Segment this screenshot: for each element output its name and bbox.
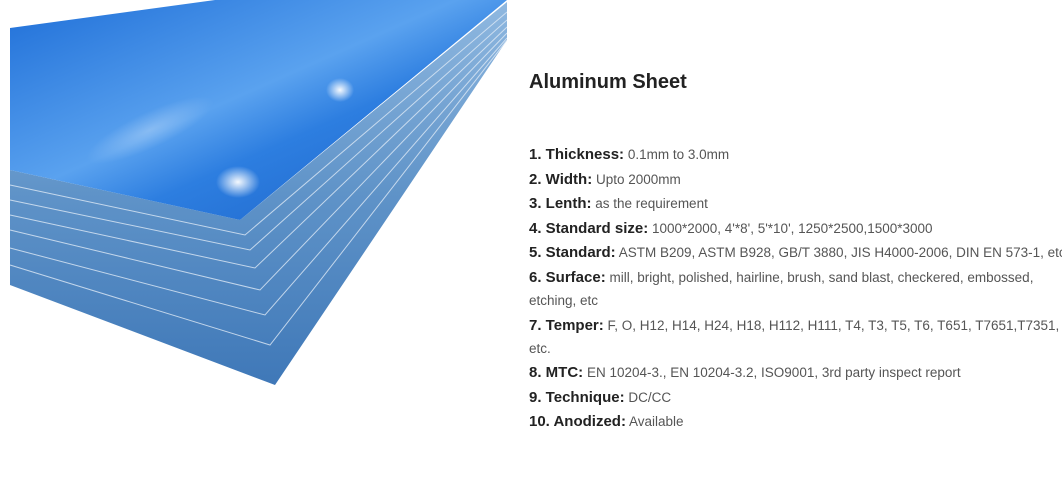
spec-label: 8. MTC:	[529, 364, 584, 382]
spec-label: 1. Thickness:	[529, 146, 625, 163]
spec-value: mill, bright, polished, hairline, brush,…	[529, 269, 1034, 308]
spec-label: 5. Standard:	[529, 244, 616, 262]
spec-label: 4. Standard size:	[529, 219, 649, 237]
spec-label: 3. Lenth:	[529, 195, 592, 213]
spec-label: 9. Technique:	[529, 388, 625, 406]
product-info: Aluminum Sheet 1. Thickness: 0.1mm to 3.…	[529, 68, 1062, 435]
spec-item: 8. MTC: EN 10204-3., EN 10204-3.2, ISO90…	[529, 361, 1062, 384]
spec-item: 6. Surface: mill, bright, polished, hair…	[529, 266, 1062, 312]
spec-label: 10. Anodized:	[529, 413, 626, 431]
spec-item: 5. Standard: ASTM B209, ASTM B928, GB/T …	[529, 241, 1062, 264]
spec-label: 6. Surface:	[529, 268, 606, 286]
spec-value: 0.1mm to 3.0mm	[627, 147, 730, 162]
spec-value: Upto 2000mm	[595, 171, 681, 187]
spec-item: 1. Thickness: 0.1mm to 3.0mm	[529, 143, 1062, 166]
spec-label: 2. Width:	[529, 170, 593, 188]
product-photo	[9, 0, 507, 385]
spec-value: Available	[628, 414, 684, 430]
spec-list: 1. Thickness: 0.1mm to 3.0mm 2. Width: Up…	[529, 143, 1062, 433]
spec-value: as the requirement	[595, 196, 708, 212]
spec-item: 9. Technique: DC/CC	[529, 386, 1062, 409]
spec-label: 7. Temper:	[529, 316, 604, 334]
product-title: Aluminum Sheet	[529, 71, 687, 93]
spec-value: 1000*2000, 4'*8', 5'*10', 1250*2500,1500…	[651, 220, 933, 236]
spec-item: 10. Anodized: Available	[529, 410, 1062, 433]
spec-item: 7. Temper: F, O, H12, H14, H24, H18, H11…	[529, 314, 1062, 360]
spec-item: 2. Width: Upto 2000mm	[529, 168, 1062, 191]
spec-value: DC/CC	[628, 389, 672, 405]
spec-item: 3. Lenth: as the requirement	[529, 192, 1062, 215]
spec-item: 4. Standard size: 1000*2000, 4'*8', 5'*1…	[529, 217, 1062, 240]
spec-value: F, O, H12, H14, H24, H18, H112, H111, T4…	[529, 317, 1060, 356]
spec-value: EN 10204-3., EN 10204-3.2, ISO9001, 3rd …	[586, 365, 961, 381]
spec-value: ASTM B209, ASTM B928, GB/T 3880, JIS H40…	[618, 245, 1062, 261]
